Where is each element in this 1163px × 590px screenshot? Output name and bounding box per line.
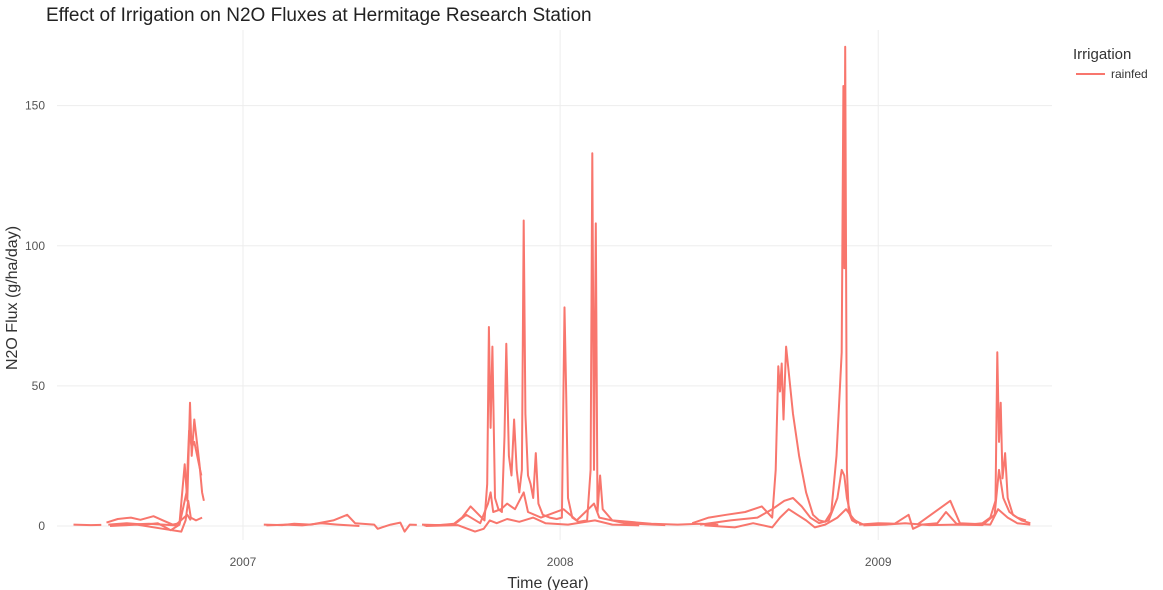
series-layer (73, 45, 1031, 533)
x-axis-title: Time (year) (507, 575, 588, 590)
series-rainfed (73, 45, 1031, 533)
series-line-rainfed (859, 351, 1031, 530)
series-line-rainfed (73, 523, 102, 527)
legend: Irrigation rainfed (1073, 46, 1148, 81)
series-line-rainfed (106, 401, 205, 526)
y-tick-label: 0 (38, 519, 45, 533)
x-tick-label: 2007 (230, 555, 257, 569)
y-axis-title: N2O Flux (g/ha/day) (4, 226, 21, 370)
y-axis-ticks: 0 50 100 150 (25, 99, 45, 533)
series-line-rainfed (421, 152, 719, 527)
series-line-rainfed (863, 468, 1027, 527)
series-line-rainfed (699, 468, 860, 526)
x-tick-label: 2009 (865, 555, 892, 569)
series-line-rainfed (113, 513, 192, 527)
chart-title: Effect of Irrigation on N2O Fluxes at He… (46, 5, 592, 26)
y-tick-label: 100 (25, 239, 45, 253)
y-tick-label: 150 (25, 99, 45, 113)
legend-label-rainfed: rainfed (1111, 67, 1148, 81)
x-axis-ticks: 2007 2008 2009 (230, 555, 892, 569)
y-tick-label: 50 (32, 379, 46, 393)
series-line-rainfed (425, 516, 640, 533)
legend-title: Irrigation (1073, 46, 1131, 63)
series-line-rainfed (704, 508, 864, 529)
series-line-rainfed (109, 499, 203, 533)
x-tick-label: 2008 (547, 555, 574, 569)
series-line-rainfed (423, 491, 666, 527)
series-line-rainfed (266, 522, 360, 527)
series-line-rainfed (263, 513, 417, 533)
gridlines (57, 30, 1052, 540)
series-line-rainfed (691, 45, 858, 525)
series-line-rainfed (916, 499, 1031, 526)
